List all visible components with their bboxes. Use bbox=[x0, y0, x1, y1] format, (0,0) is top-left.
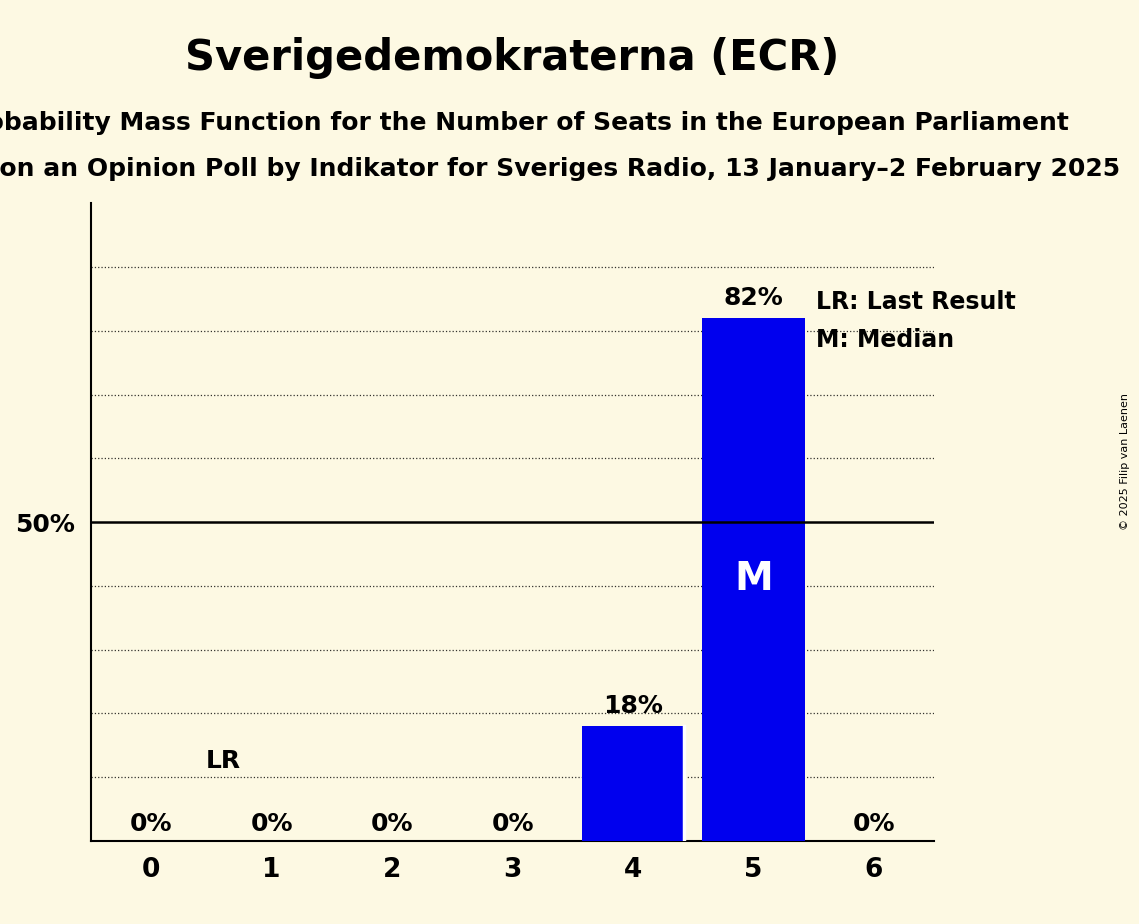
Text: Probability Mass Function for the Number of Seats in the European Parliament: Probability Mass Function for the Number… bbox=[0, 111, 1070, 135]
Text: 82%: 82% bbox=[723, 286, 784, 310]
Text: LR: LR bbox=[205, 748, 240, 772]
Text: 0%: 0% bbox=[130, 812, 173, 835]
Text: 0%: 0% bbox=[491, 812, 534, 835]
Text: Sverigedemokraterna (ECR): Sverigedemokraterna (ECR) bbox=[186, 37, 839, 79]
Text: LR: Last Result: LR: Last Result bbox=[816, 290, 1016, 314]
Text: 0%: 0% bbox=[371, 812, 413, 835]
Bar bbox=[702, 318, 804, 841]
Text: 0%: 0% bbox=[251, 812, 293, 835]
Text: M: M bbox=[734, 561, 772, 599]
Text: 18%: 18% bbox=[603, 695, 663, 719]
Bar bbox=[582, 726, 685, 841]
Text: © 2025 Filip van Laenen: © 2025 Filip van Laenen bbox=[1120, 394, 1130, 530]
Text: 0%: 0% bbox=[852, 812, 895, 835]
Text: M: Median: M: Median bbox=[816, 328, 954, 352]
Text: Based on an Opinion Poll by Indikator for Sveriges Radio, 13 January–2 February : Based on an Opinion Poll by Indikator fo… bbox=[0, 157, 1120, 181]
